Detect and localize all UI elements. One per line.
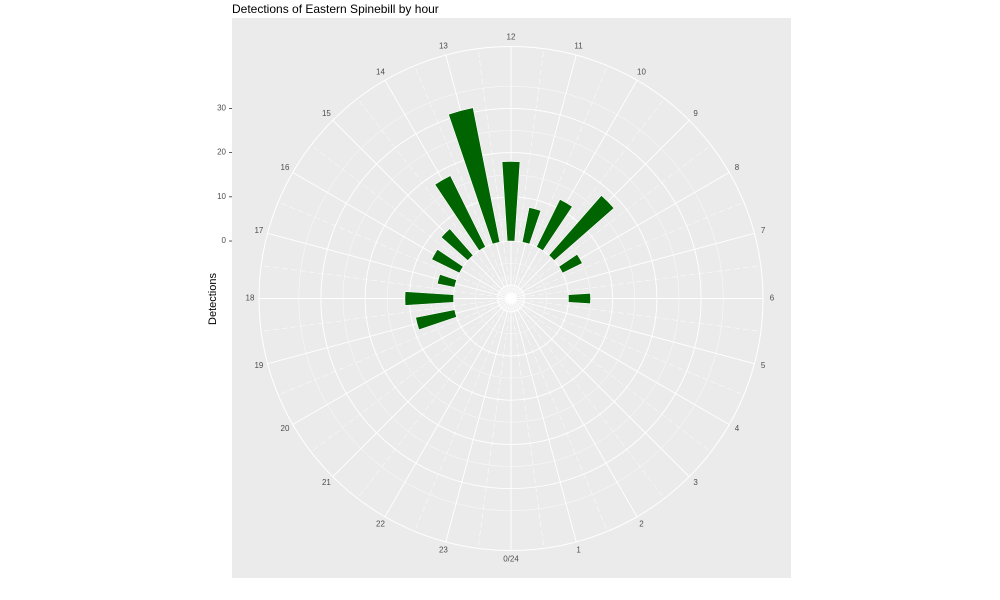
major-spoke — [510, 298, 730, 425]
y-tick-label: 10 — [217, 192, 226, 201]
hour-tick-label: 14 — [376, 68, 385, 77]
hour-tick-label: 11 — [574, 42, 583, 51]
hour-tick-label: 8 — [735, 163, 740, 172]
hour-tick-label: 6 — [770, 294, 775, 303]
radial-gridline — [497, 284, 525, 313]
outer-ring — [258, 46, 764, 551]
major-spoke — [510, 80, 638, 299]
major-spoke — [292, 298, 512, 425]
minor-spoke — [414, 65, 512, 299]
major-spoke — [510, 298, 577, 543]
minor-radial-gridline — [298, 86, 724, 511]
minor-radial-gridline — [342, 130, 680, 467]
minor-spoke — [510, 298, 761, 332]
major-spoke — [267, 232, 512, 299]
hour-tick-label: 10 — [637, 68, 646, 77]
y-tick-label: 0 — [222, 236, 227, 245]
major-spoke — [332, 298, 512, 478]
hour-tick-label: 2 — [639, 520, 644, 529]
bar-hour-18 — [404, 291, 454, 306]
minor-spoke — [510, 265, 761, 299]
hour-tick-labels: 0/24123456789101112131415161718192021222… — [246, 33, 775, 564]
minor-spoke — [477, 48, 512, 299]
major-spoke — [510, 172, 730, 299]
minor-spoke — [510, 201, 744, 299]
hour-tick-label: 1 — [576, 546, 581, 555]
hour-tick-label: 16 — [281, 163, 290, 172]
minor-spoke — [510, 298, 744, 396]
bar-hour-15 — [440, 228, 474, 262]
bar-hour-9 — [548, 195, 615, 262]
major-spoke — [292, 172, 512, 299]
bar-hour-8 — [558, 253, 583, 274]
minor-spoke — [477, 298, 512, 549]
y-axis: 0 10 20 30 — [217, 104, 232, 245]
minor-spoke — [510, 48, 545, 299]
minor-spoke — [278, 298, 512, 396]
minor-spoke — [510, 298, 608, 532]
hour-tick-label: 7 — [761, 226, 766, 235]
bar-hour-16 — [431, 248, 464, 274]
bar-hour-12 — [501, 161, 521, 242]
hour-tick-label: 19 — [254, 361, 263, 370]
minor-spoke — [510, 98, 665, 299]
hour-tick-label: 21 — [322, 478, 331, 487]
major-spoke — [510, 298, 638, 517]
radial-gridline — [320, 107, 702, 490]
hour-tick-label: 12 — [507, 33, 516, 42]
major-spoke — [445, 298, 512, 543]
bars-layer — [404, 107, 615, 331]
bar-hour-19 — [415, 309, 457, 331]
bar-hour-17 — [436, 273, 457, 288]
minor-spoke — [310, 298, 512, 453]
chart-title: Detections of Eastern Spinebill by hour — [232, 2, 439, 16]
grid-layer — [258, 46, 764, 551]
hour-tick-label: 3 — [693, 478, 698, 487]
bar-hour-11 — [521, 207, 542, 245]
major-spoke — [384, 298, 512, 517]
hour-tick-label: 13 — [439, 42, 448, 51]
minor-spoke — [357, 98, 512, 299]
major-spoke — [510, 232, 755, 299]
bar-hour-14 — [434, 175, 486, 252]
minor-spoke — [510, 144, 712, 299]
hour-tick-label: 0/24 — [503, 555, 519, 564]
hour-tick-label: 20 — [281, 424, 290, 433]
minor-spoke — [261, 265, 512, 299]
hour-tick-label: 17 — [254, 226, 263, 235]
hour-tick-label: 9 — [693, 109, 698, 118]
major-spoke — [267, 298, 512, 365]
minor-radial-gridline — [475, 262, 547, 335]
y-axis-title: Detections — [207, 273, 219, 325]
minor-spoke — [414, 298, 512, 532]
minor-spoke — [278, 201, 512, 299]
bar-hour-10 — [536, 198, 573, 252]
radial-gridline — [364, 152, 658, 445]
hour-tick-label: 15 — [322, 109, 331, 118]
bar-hour-13 — [448, 107, 501, 245]
minor-spoke — [510, 298, 665, 499]
hour-tick-label: 22 — [376, 520, 385, 529]
hour-tick-label: 5 — [761, 361, 766, 370]
y-tick-label: 20 — [217, 148, 226, 157]
y-tick-label: 30 — [217, 104, 226, 113]
minor-spoke — [510, 65, 608, 299]
major-spoke — [510, 298, 690, 478]
minor-spoke — [310, 144, 512, 299]
minor-spoke — [357, 298, 512, 499]
major-spoke — [510, 54, 577, 299]
minor-spoke — [510, 298, 545, 549]
major-spoke — [332, 119, 512, 299]
hour-tick-label: 4 — [735, 424, 740, 433]
major-spoke — [510, 298, 755, 365]
minor-spoke — [510, 298, 712, 453]
minor-spoke — [261, 298, 512, 332]
hour-tick-label: 23 — [439, 546, 448, 555]
hour-tick-label: 18 — [246, 294, 255, 303]
bar-hour-6 — [568, 292, 591, 305]
